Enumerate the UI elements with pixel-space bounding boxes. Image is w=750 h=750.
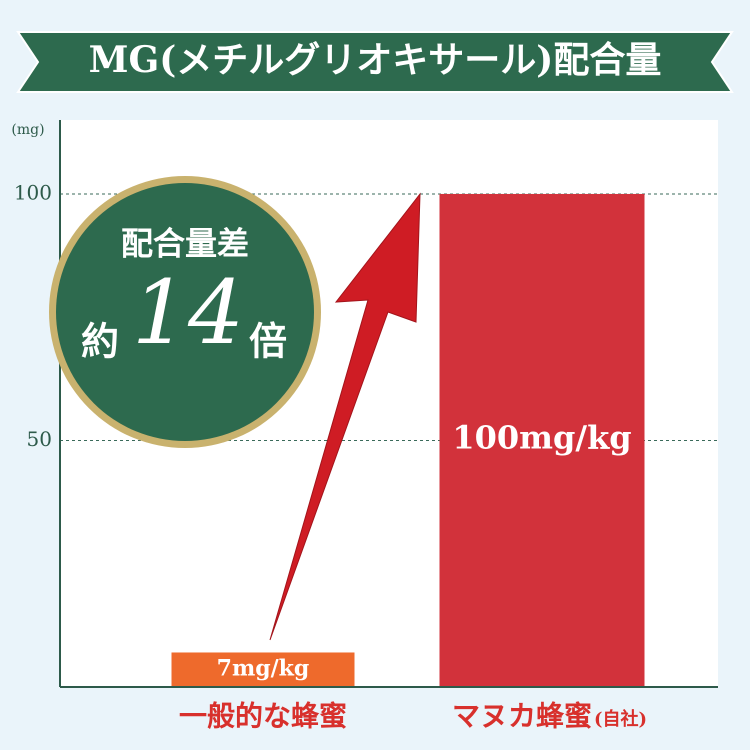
y-tick-label: 50 (27, 427, 52, 451)
y-tick-label: 100 (14, 180, 52, 204)
bars: 7mg/kg 100mg/kg (171, 193, 645, 687)
badge-value: 14 (132, 261, 244, 364)
badge: 配合量差 約 14 倍 (49, 176, 321, 448)
value-label: 100mg/kg (452, 419, 631, 457)
badge-suffix: 倍 (249, 319, 287, 364)
x-tick-note: (自社) (594, 708, 647, 730)
y-unit: (mg) (11, 122, 44, 138)
title-banner (16, 31, 734, 93)
bar (439, 193, 645, 687)
badge-heading: 配合量差 (121, 225, 249, 263)
x-tick-label: 一般的な蜂蜜 (179, 700, 347, 733)
x-tick-label: マヌカ蜂蜜 (452, 700, 592, 733)
bar (171, 652, 355, 687)
value-label: 7mg/kg (217, 656, 310, 682)
arrow (269, 192, 421, 641)
badge-prefix: 約 (81, 319, 119, 364)
badge-circle (56, 183, 314, 441)
chart-title: MG(メチルグリオキサール)配合量 (89, 39, 662, 81)
